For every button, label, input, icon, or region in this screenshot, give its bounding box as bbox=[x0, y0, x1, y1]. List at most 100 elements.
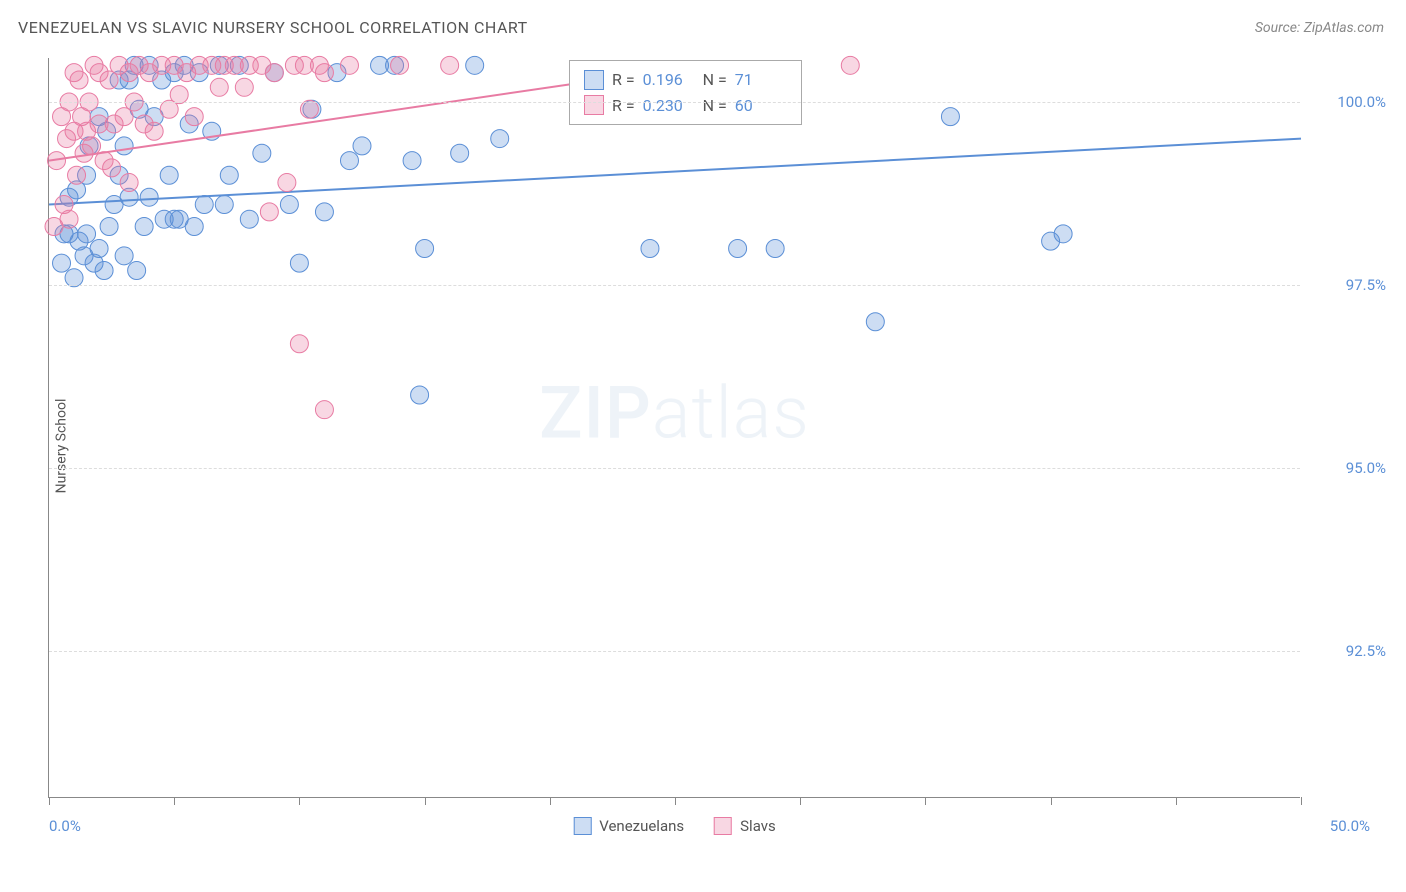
stats-row-slavs: R = 0.230 N = 60 bbox=[584, 93, 787, 119]
data-point bbox=[729, 239, 747, 257]
data-point bbox=[185, 218, 203, 236]
x-tick bbox=[675, 797, 676, 805]
legend-label-venezuelans: Venezuelans bbox=[599, 817, 684, 835]
data-point bbox=[466, 56, 484, 74]
data-point bbox=[451, 144, 469, 162]
stats-row-venezuelans: R = 0.196 N = 71 bbox=[584, 67, 787, 93]
gridline bbox=[49, 468, 1300, 469]
legend-swatch-slavs bbox=[714, 817, 732, 835]
data-point bbox=[195, 196, 213, 214]
data-point bbox=[215, 196, 233, 214]
y-tick-label: 92.5% bbox=[1316, 642, 1386, 660]
data-point bbox=[60, 210, 78, 228]
x-tick bbox=[174, 797, 175, 805]
bottom-legend: Venezuelans Slavs bbox=[573, 817, 776, 835]
data-point bbox=[641, 239, 659, 257]
data-point bbox=[115, 137, 133, 155]
data-point bbox=[100, 218, 118, 236]
gridline bbox=[49, 285, 1300, 286]
r-label: R = bbox=[612, 93, 635, 119]
data-point bbox=[315, 203, 333, 221]
data-point bbox=[391, 56, 409, 74]
r-value-venezuelans: 0.196 bbox=[643, 67, 695, 93]
data-point bbox=[83, 137, 101, 155]
data-point bbox=[353, 137, 371, 155]
data-point bbox=[65, 269, 83, 287]
data-point bbox=[290, 335, 308, 353]
data-point bbox=[115, 247, 133, 265]
x-tick bbox=[800, 797, 801, 805]
legend-item-venezuelans: Venezuelans bbox=[573, 817, 684, 835]
x-tick bbox=[49, 797, 50, 805]
data-point bbox=[90, 239, 108, 257]
y-tick-label: 97.5% bbox=[1316, 276, 1386, 294]
stats-legend-box: R = 0.196 N = 71 R = 0.230 N = 60 bbox=[569, 60, 802, 125]
data-point bbox=[340, 152, 358, 170]
x-tick bbox=[1176, 797, 1177, 805]
legend-item-slavs: Slavs bbox=[714, 817, 776, 835]
data-point bbox=[300, 100, 318, 118]
data-point bbox=[103, 159, 121, 177]
x-axis-min-label: 0.0% bbox=[49, 817, 81, 835]
data-point bbox=[260, 203, 278, 221]
x-axis-max-label: 50.0% bbox=[1330, 817, 1370, 835]
data-point bbox=[240, 210, 258, 228]
data-point bbox=[220, 166, 238, 184]
data-point bbox=[866, 313, 884, 331]
n-label: N = bbox=[703, 67, 727, 93]
scatter-svg bbox=[49, 58, 1300, 797]
x-tick bbox=[299, 797, 300, 805]
y-tick-label: 100.0% bbox=[1316, 93, 1386, 111]
data-point bbox=[315, 401, 333, 419]
n-value-slavs: 60 bbox=[735, 93, 787, 119]
data-point bbox=[95, 261, 113, 279]
swatch-slavs bbox=[584, 95, 604, 115]
swatch-venezuelans bbox=[584, 70, 604, 90]
y-tick-label: 95.0% bbox=[1316, 459, 1386, 477]
data-point bbox=[253, 144, 271, 162]
data-point bbox=[766, 239, 784, 257]
data-point bbox=[841, 56, 859, 74]
data-point bbox=[78, 225, 96, 243]
data-point bbox=[340, 56, 358, 74]
data-point bbox=[128, 261, 146, 279]
data-point bbox=[210, 78, 228, 96]
r-label: R = bbox=[612, 67, 635, 93]
data-point bbox=[416, 239, 434, 257]
x-tick bbox=[1051, 797, 1052, 805]
x-tick bbox=[1301, 797, 1302, 805]
data-point bbox=[140, 188, 158, 206]
data-point bbox=[280, 196, 298, 214]
data-point bbox=[491, 130, 509, 148]
data-point bbox=[235, 78, 253, 96]
data-point bbox=[403, 152, 421, 170]
n-value-venezuelans: 71 bbox=[735, 67, 787, 93]
data-point bbox=[68, 166, 86, 184]
data-point bbox=[135, 218, 153, 236]
data-point bbox=[170, 86, 188, 104]
legend-swatch-venezuelans bbox=[573, 817, 591, 835]
x-tick bbox=[550, 797, 551, 805]
data-point bbox=[1054, 225, 1072, 243]
gridline bbox=[49, 651, 1300, 652]
data-point bbox=[278, 174, 296, 192]
data-point bbox=[145, 122, 163, 140]
n-label: N = bbox=[703, 93, 727, 119]
data-point bbox=[315, 64, 333, 82]
data-point bbox=[411, 386, 429, 404]
data-point bbox=[290, 254, 308, 272]
legend-label-slavs: Slavs bbox=[740, 817, 776, 835]
data-point bbox=[160, 166, 178, 184]
source-attribution: Source: ZipAtlas.com bbox=[1255, 20, 1384, 36]
chart-plot-area: ZIPatlas R = 0.196 N = 71 R = 0.230 N = … bbox=[48, 58, 1300, 798]
r-value-slavs: 0.230 bbox=[643, 93, 695, 119]
data-point bbox=[120, 174, 138, 192]
chart-title: VENEZUELAN VS SLAVIC NURSERY SCHOOL CORR… bbox=[18, 18, 528, 37]
data-point bbox=[53, 254, 71, 272]
data-point bbox=[185, 108, 203, 126]
data-point bbox=[441, 56, 459, 74]
data-point bbox=[941, 108, 959, 126]
x-tick bbox=[425, 797, 426, 805]
data-point bbox=[265, 64, 283, 82]
data-point bbox=[70, 71, 88, 89]
